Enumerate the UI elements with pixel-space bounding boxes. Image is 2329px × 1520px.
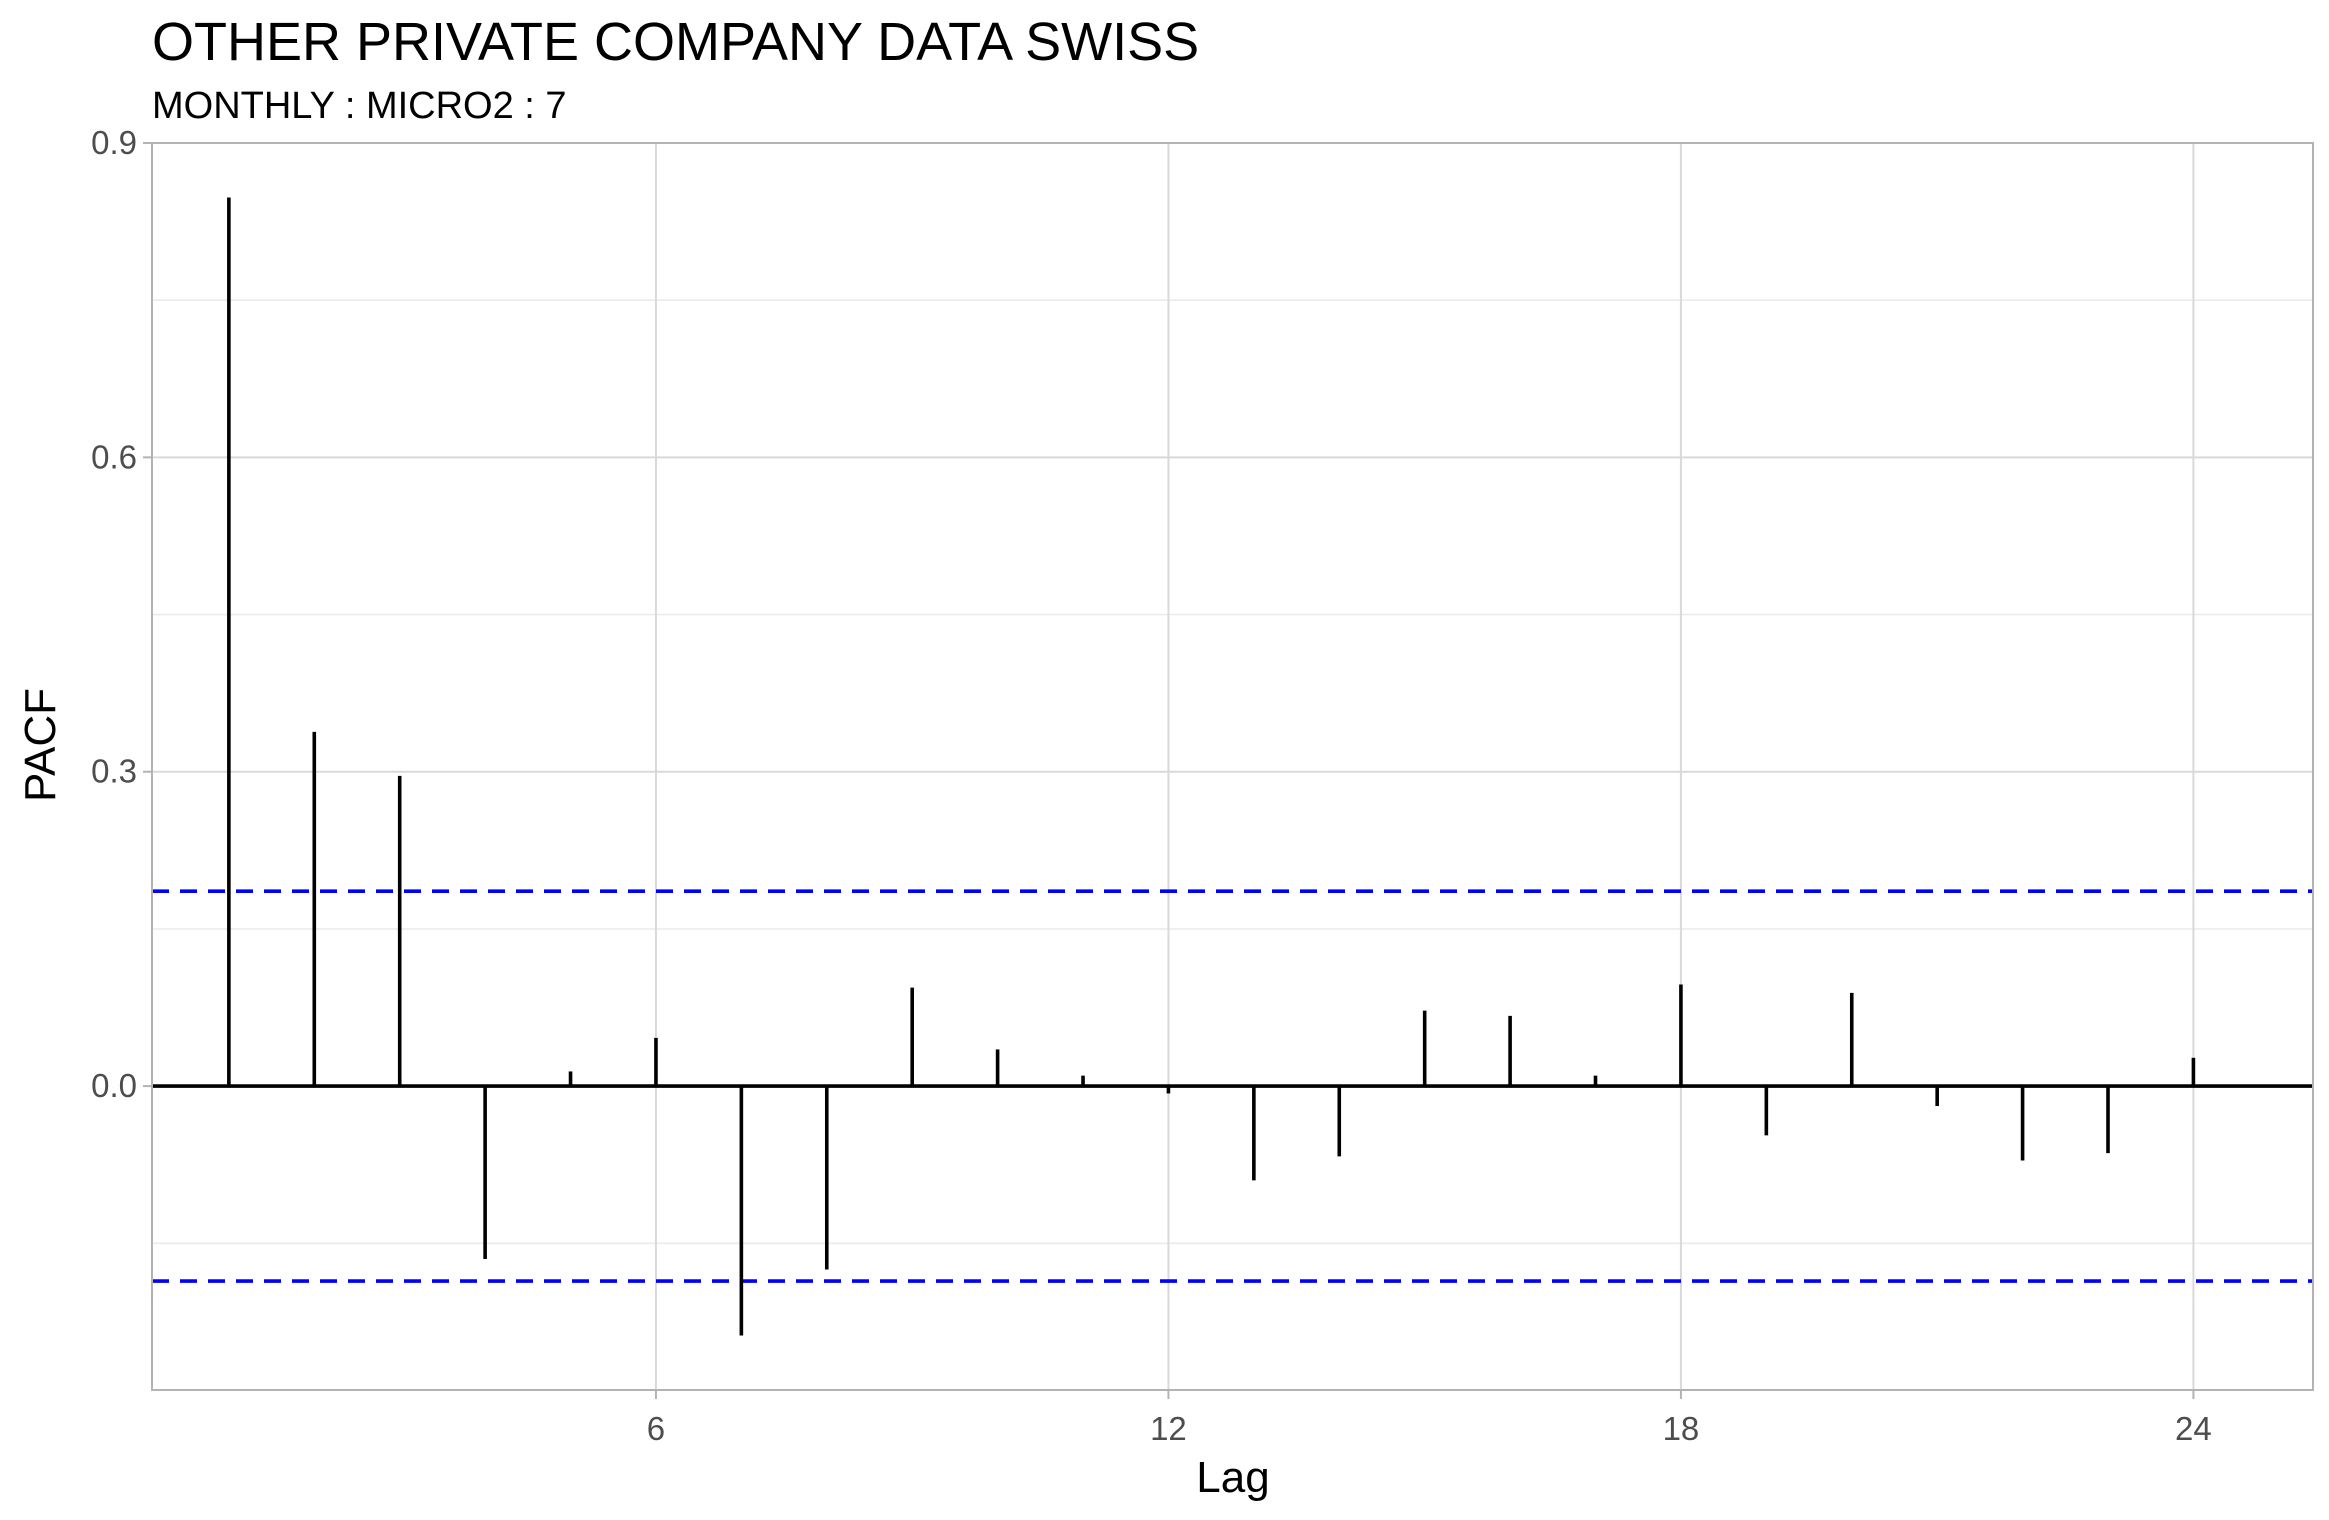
axes: 0.0 0.3 0.6 0.9 6 12 18 24 [91, 124, 2314, 1447]
x-tick-label: 24 [2175, 1410, 2212, 1447]
chart-subtitle: MONTHLY : MICRO2 : 7 [152, 85, 567, 127]
x-tick-label: 12 [1150, 1410, 1187, 1447]
confidence-bounds [152, 889, 2313, 1283]
x-tick-label: 18 [1663, 1410, 1700, 1447]
y-tick-label: 0.3 [91, 753, 137, 790]
y-tick-label: 0.0 [91, 1067, 137, 1104]
panel-border [151, 142, 2314, 1391]
x-tick-label: 6 [647, 1410, 665, 1447]
y-axis-title: PACF [16, 688, 65, 802]
grid-lines [152, 142, 2313, 1390]
y-tick-label: 0.6 [91, 438, 137, 475]
pacf-bars [152, 197, 2313, 1336]
y-tick-label: 0.9 [91, 124, 137, 161]
x-axis-title: Lag [1196, 1453, 1269, 1502]
chart-title: OTHER PRIVATE COMPANY DATA SWISS [152, 12, 1199, 72]
